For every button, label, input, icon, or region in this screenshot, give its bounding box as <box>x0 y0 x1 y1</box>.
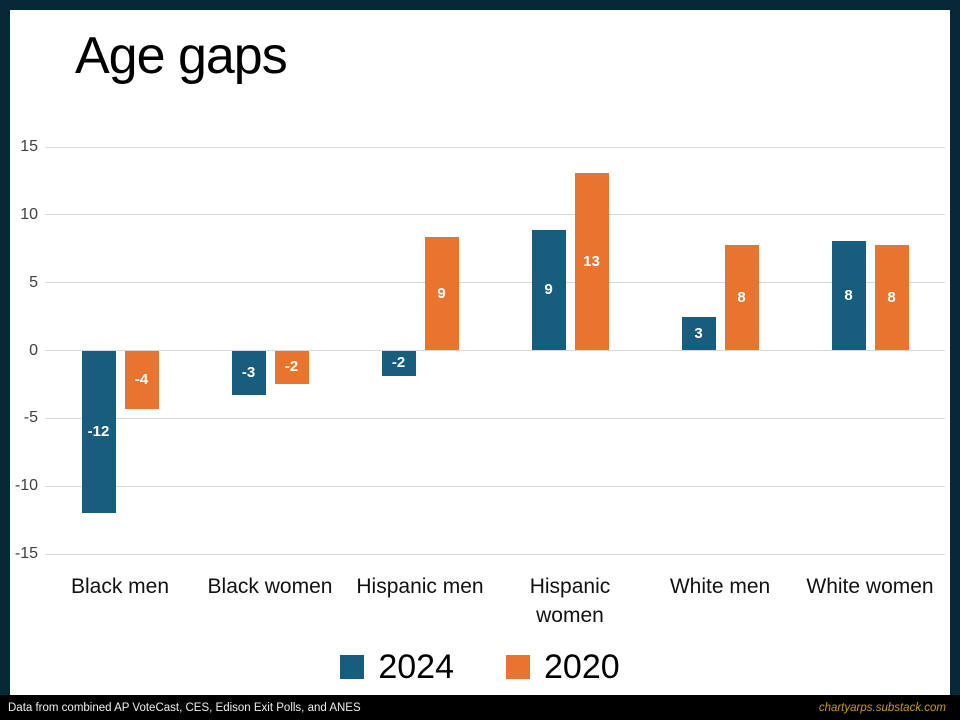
bar-value-label: 9 <box>437 284 446 302</box>
legend: 2024 2020 <box>0 644 960 690</box>
bar-value-label: 8 <box>737 288 746 306</box>
bar-value-label: 13 <box>583 252 600 270</box>
y-axis-tick-label: 0 <box>29 341 38 359</box>
gridline-y-0 <box>45 350 945 351</box>
legend-item-2020: 2020 <box>506 648 620 687</box>
bar-chart-plot-area: 15 10 5 0 -5 -10 -15 -12 -4 -3 -2 -2 9 9 13 3 8 8 8 <box>15 138 945 562</box>
bar-value-label: -3 <box>241 364 256 382</box>
gridline-y-10 <box>45 214 945 216</box>
bar-2024-hispanic-men: -2 <box>381 350 416 377</box>
category-label-text: White men <box>669 575 771 598</box>
bar-2020-hispanic-men: 9 <box>424 236 459 351</box>
bar-value-label: 3 <box>694 324 703 342</box>
bar-value-label: 8 <box>887 288 896 306</box>
frame-border-top <box>0 0 960 10</box>
category-label-text: White women <box>806 575 934 598</box>
bar-2020-black-men: -4 <box>124 350 159 409</box>
x-axis-category-labels: Black men Black women Hispanic men Hispanic… <box>45 572 945 632</box>
bar-2024-white-women: 8 <box>831 240 866 351</box>
bar-value-label: -4 <box>134 370 149 388</box>
y-axis-tick-label: -5 <box>23 409 38 427</box>
category-label-white-women: White women <box>795 572 945 601</box>
bar-value-label: 9 <box>544 281 553 299</box>
frame-border-right <box>950 0 960 695</box>
bar-value-label: -2 <box>284 358 299 376</box>
bar-2024-black-women: -3 <box>231 350 266 396</box>
gridline-y-15 <box>45 146 945 148</box>
gridline-y--5 <box>45 417 945 419</box>
y-axis-tick-label: 15 <box>20 138 38 155</box>
gridline-y-5 <box>45 282 945 284</box>
bar-2024-hispanic-women: 9 <box>531 229 566 351</box>
legend-item-2024: 2024 <box>340 648 454 687</box>
bar-value-label: -12 <box>87 423 110 441</box>
category-label-black-women: Black women <box>195 572 345 601</box>
bar-2020-white-women: 8 <box>874 244 909 351</box>
y-axis-tick-label: -15 <box>14 545 38 562</box>
y-axis-tick-label: -10 <box>14 477 38 495</box>
category-label-black-men: Black men <box>45 572 195 601</box>
legend-label: 2020 <box>544 647 620 686</box>
footer-site-link[interactable]: chartyarps.substack.com <box>818 701 946 714</box>
category-label-text: Hispanic men <box>356 575 484 598</box>
category-label-hispanic-women: Hispanic women <box>495 572 645 630</box>
frame-border-left <box>0 0 10 695</box>
category-label-white-men: White men <box>645 572 795 601</box>
legend-swatch-icon <box>506 655 530 679</box>
category-label-hispanic-men: Hispanic men <box>345 572 495 601</box>
bar-2020-white-men: 8 <box>724 244 759 351</box>
bar-2020-hispanic-women: 13 <box>574 172 609 351</box>
gridline-y--15 <box>45 553 945 555</box>
bar-2020-black-women: -2 <box>274 350 309 385</box>
category-label-text: Black women <box>207 575 333 598</box>
legend-swatch-icon <box>340 655 365 679</box>
chart-title: Age gaps <box>75 27 288 85</box>
bar-2024-black-men: -12 <box>81 350 116 514</box>
bar-value-label: -2 <box>391 354 406 372</box>
footer-source-text: Data from combined AP VoteCast, CES, Edi… <box>8 701 361 714</box>
gridline-y--10 <box>45 485 945 487</box>
category-label-text: Black men <box>70 575 170 598</box>
bar-value-label: 8 <box>844 286 853 304</box>
legend-label: 2024 <box>378 647 454 686</box>
footer-bar: Data from combined AP VoteCast, CES, Edi… <box>0 695 960 720</box>
y-axis-tick-label: 5 <box>29 273 38 291</box>
y-axis-tick-label: 10 <box>20 205 38 223</box>
bar-2024-white-men: 3 <box>681 316 716 351</box>
category-label-text: Hispanic women <box>529 575 611 627</box>
